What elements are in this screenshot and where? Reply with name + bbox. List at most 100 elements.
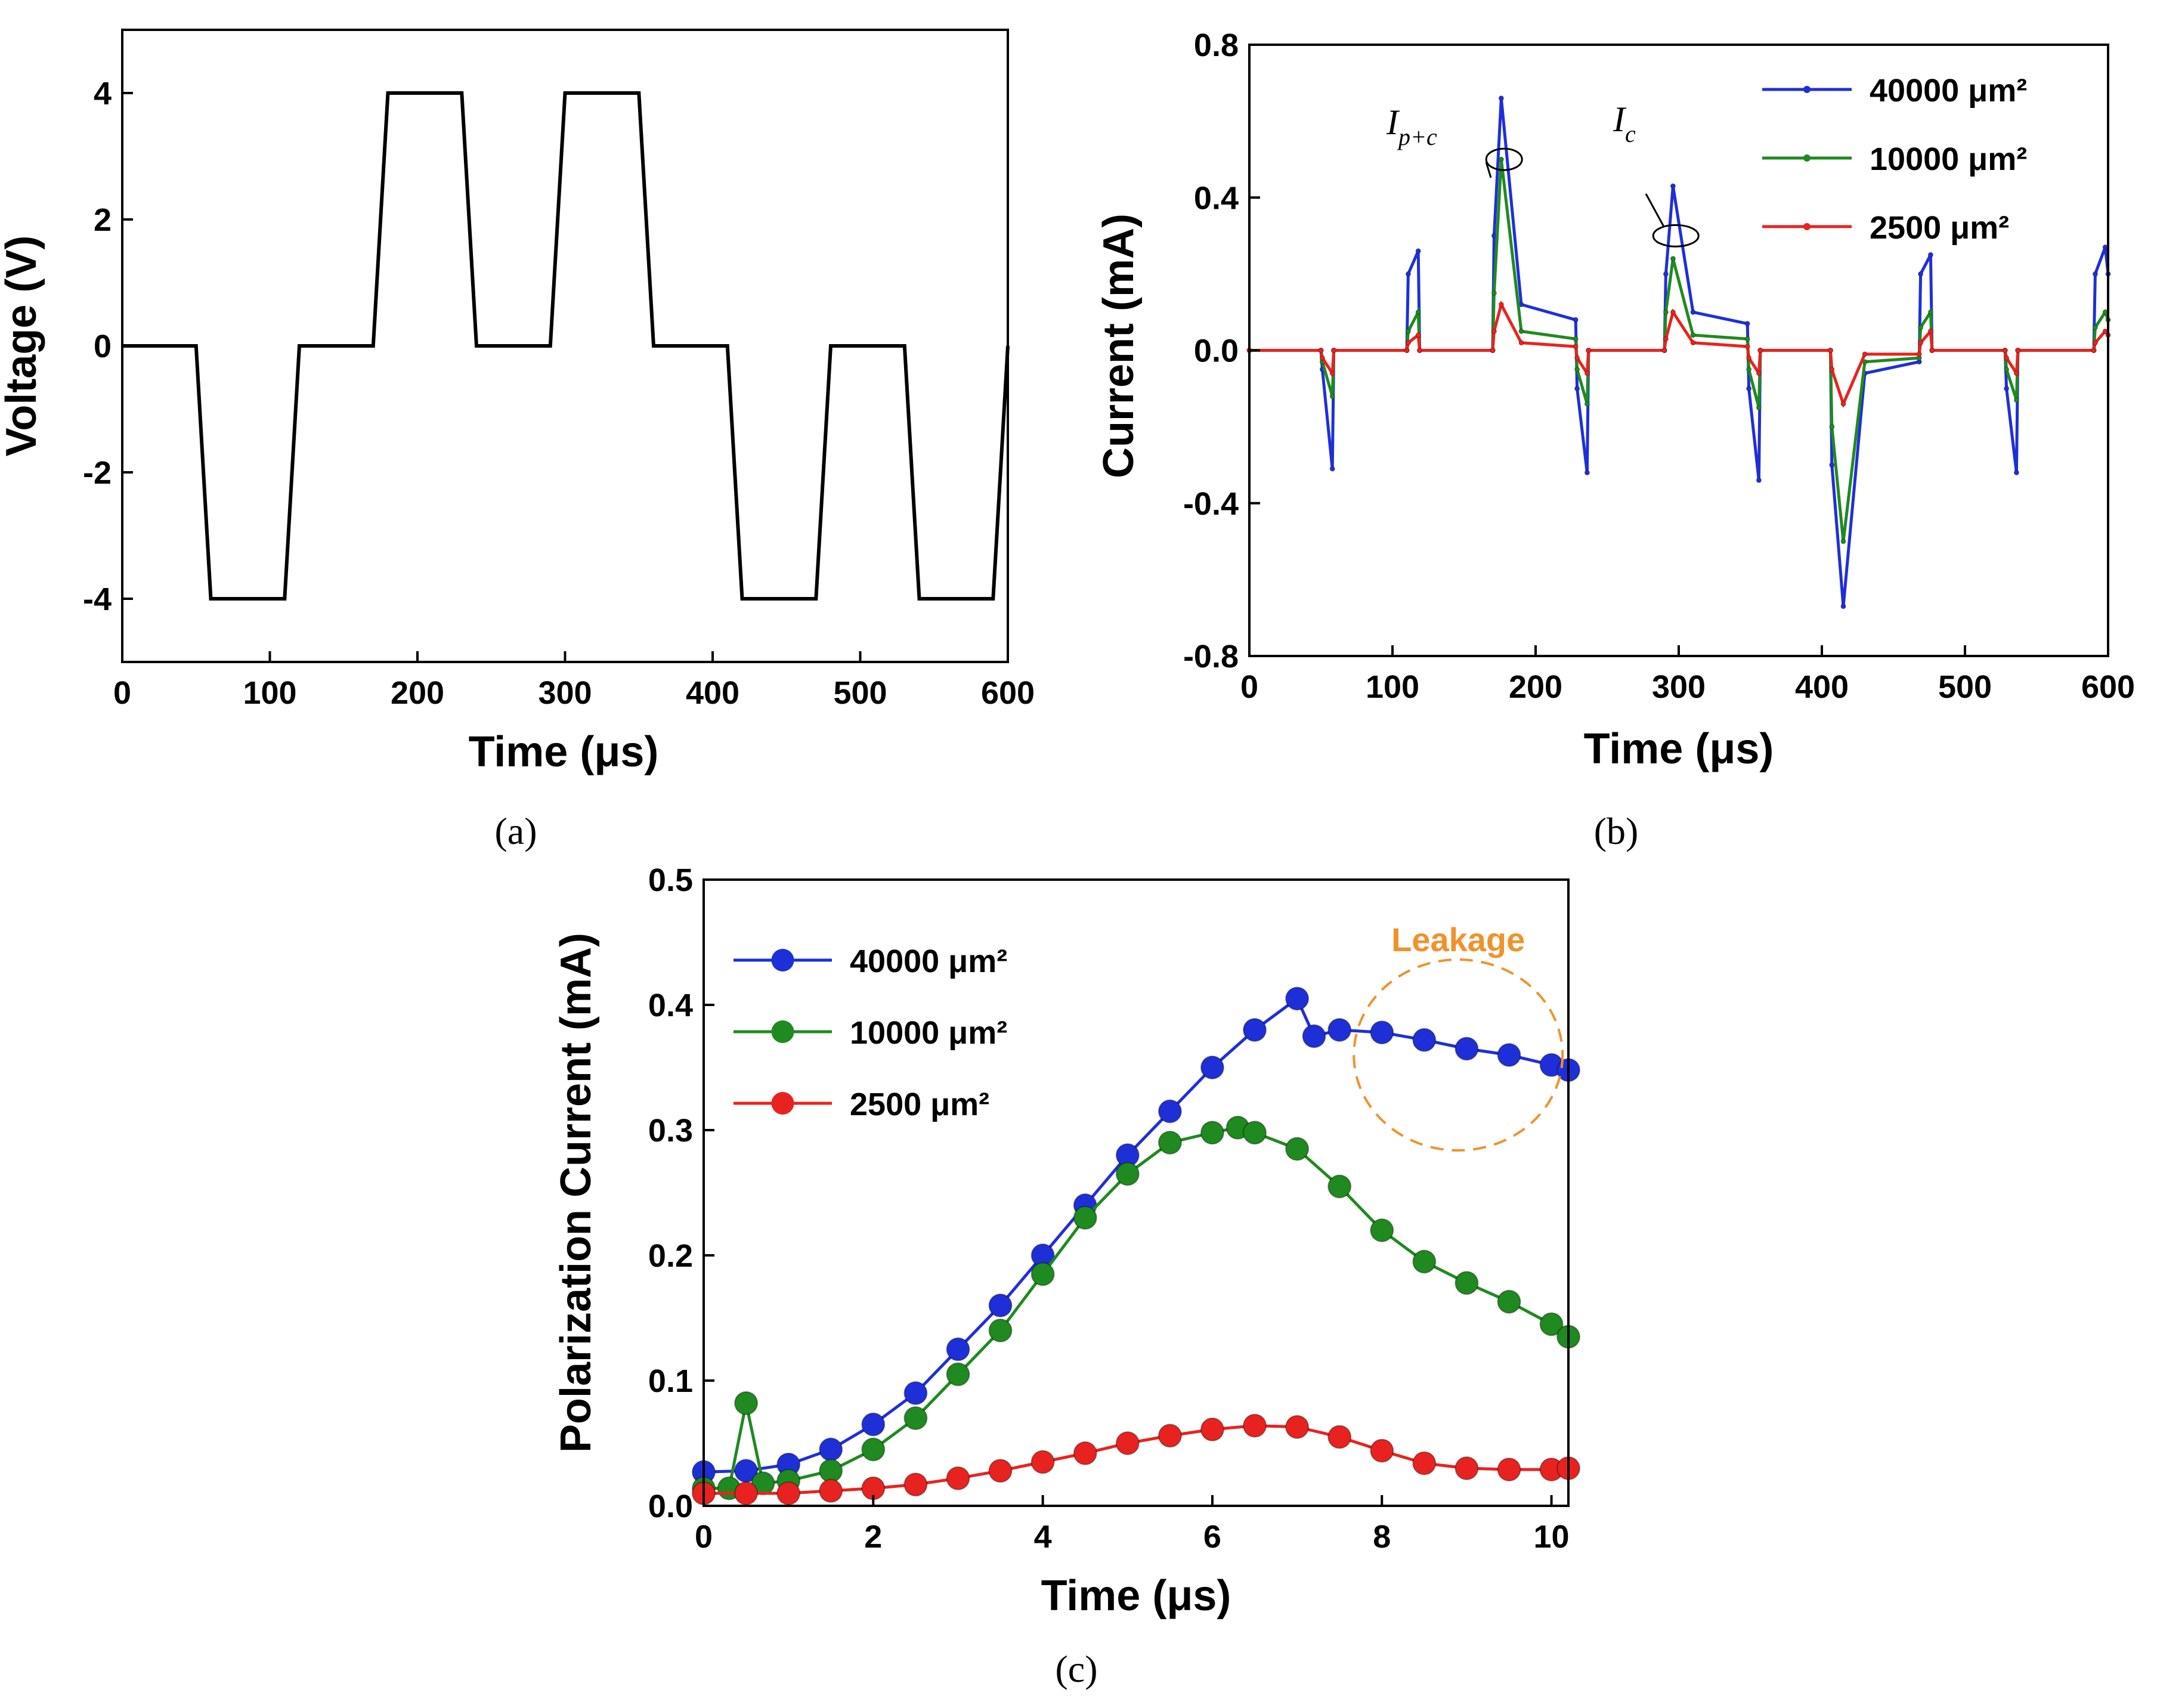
series-10000-point: [1518, 329, 1524, 334]
series-10000-point: [1073, 1206, 1097, 1230]
series-10000-point: [1670, 256, 1676, 262]
x-tick-label: 200: [391, 675, 444, 711]
series-10000-point: [734, 1391, 759, 1415]
series-10000-point: [1663, 309, 1669, 315]
series-2500-point: [1073, 1441, 1097, 1465]
leakage-label: Leakage: [1391, 921, 1525, 958]
series-40000-point: [946, 1337, 970, 1362]
series-40000-point: [1158, 1099, 1182, 1124]
panel-label: (a): [494, 810, 537, 852]
series-2500-point: [2092, 340, 2098, 346]
x-tick-label: 100: [1366, 669, 1419, 705]
x-tick-label: 500: [1938, 669, 1992, 705]
series-2500-point: [1158, 1424, 1182, 1448]
series-40000-point: [1746, 386, 1752, 392]
series-2500-point: [1417, 348, 1423, 353]
series-10000-point: [1746, 367, 1752, 372]
series-10000-point: [1115, 1162, 1140, 1186]
leakage-circle: [1353, 958, 1564, 1152]
legend-label: 40000 μm²: [1870, 73, 2027, 109]
series-40000-point: [1405, 271, 1411, 277]
series-40000-point: [1329, 466, 1335, 472]
series-2500-point: [1756, 370, 1762, 376]
series-10000-point: [1370, 1218, 1394, 1242]
series-2500-point: [1862, 351, 1868, 357]
series-2500-point: [1690, 340, 1696, 346]
series-40000-point: [1200, 1056, 1224, 1079]
series-40000-point: [1412, 1028, 1437, 1052]
series-2500-point: [1518, 340, 1524, 346]
series-10000-point: [1498, 156, 1504, 162]
x-tick-label: 100: [243, 675, 296, 711]
series-2500-point: [1574, 355, 1580, 361]
y-tick-label: 4: [94, 76, 112, 112]
x-tick-label: 400: [686, 675, 739, 711]
series-10000-point: [1829, 424, 1835, 430]
series-2500-point: [1415, 332, 1421, 338]
legend-swatch-marker: [771, 1020, 794, 1043]
series-10000-point: [903, 1406, 928, 1430]
series-2500-point: [1661, 348, 1667, 353]
series-group: [122, 91, 1010, 601]
x-tick-label: 0: [1240, 669, 1258, 705]
series-10000-point: [988, 1319, 1013, 1342]
series-2500-point: [1370, 1438, 1394, 1463]
x-tick-label: 0: [113, 675, 131, 711]
legend-label: 40000 μm²: [850, 943, 1007, 979]
series-10000-point: [1584, 401, 1590, 407]
series-2500-point: [2002, 348, 2008, 353]
series-2500-point: [1586, 348, 1592, 353]
legend-label: 2500 μm²: [1870, 210, 2009, 246]
series-2500-point: [1827, 348, 1833, 353]
series-2500-point: [1490, 348, 1496, 353]
y-tick-label: 2: [94, 202, 112, 238]
y-axis-title: Current (mA): [1095, 214, 1143, 478]
series-10000-point: [1327, 1174, 1352, 1199]
series-2500-point: [1744, 344, 1750, 349]
series-40000-line: [703, 996, 1569, 1474]
y-tick-label: 0.0: [648, 1489, 693, 1524]
series-40000-point: [1327, 1018, 1352, 1042]
series-2500-point: [2015, 348, 2021, 353]
series-10000-point: [2004, 367, 2010, 372]
series-10000-point: [2013, 397, 2019, 403]
x-tick-label: 8: [1373, 1519, 1391, 1555]
annotation-subscript: p+c: [1397, 123, 1437, 150]
series-10000-point: [2092, 324, 2098, 330]
series-2500-point: [1840, 401, 1846, 407]
y-tick-label: -0.4: [1183, 486, 1239, 522]
legend-swatch-marker: [1803, 86, 1811, 93]
series-2500-point: [1491, 329, 1497, 334]
series-40000-point: [1497, 1043, 1521, 1067]
series-10000-point: [1840, 539, 1846, 544]
y-tick-label: 0.4: [648, 988, 693, 1023]
panel-b-current-chart: 0 100 200 300 400 500 600 -0.8 -0.4 0.0 0.4 0.8 Time…: [1095, 27, 2135, 852]
y-axis-title: Polarization Current (mA): [552, 933, 600, 1453]
series-2500-point: [1663, 336, 1669, 342]
annotation-arrow-ic: [1645, 193, 1665, 228]
series-40000-point: [1454, 1036, 1479, 1061]
series-40000-point: [1744, 321, 1750, 327]
panel-label: (b): [1594, 810, 1639, 852]
y-tick-label: -0.8: [1183, 639, 1239, 674]
legend-swatch-marker: [1803, 154, 1811, 162]
x-tick-label: 600: [2081, 669, 2135, 705]
series-10000-point: [946, 1362, 970, 1387]
legend: 40000 μm² 10000 μm² 2500 μm²: [1762, 73, 2027, 246]
series-voltage-line: [122, 91, 1010, 601]
annotation-ellipse-ip-c: [1485, 147, 1523, 171]
series-2500-point: [1498, 302, 1504, 308]
x-axis-title: Time (μs): [469, 728, 659, 776]
annotation-ip-c: Ip+c: [1386, 103, 1437, 150]
y-tick-label: 0.0: [1194, 333, 1239, 369]
x-tick-label: 600: [981, 675, 1035, 711]
series-2500-point: [1030, 1450, 1055, 1474]
y-tick-label: -2: [83, 455, 112, 491]
series-40000-point: [1415, 248, 1421, 254]
x-tick-label: 400: [1795, 669, 1849, 705]
series-2500-point: [1573, 344, 1579, 349]
legend: 40000 μm² 10000 μm² 2500 μm²: [734, 943, 1007, 1122]
series-40000-point: [1573, 317, 1579, 323]
plot-frame: [703, 878, 1570, 1507]
